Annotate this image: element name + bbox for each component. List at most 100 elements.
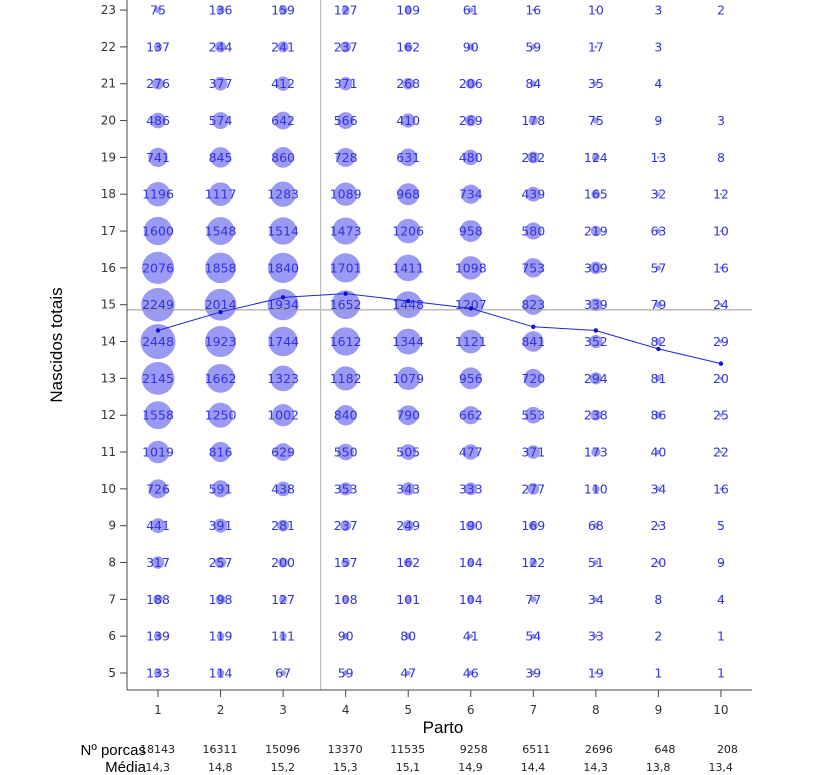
bubble (531, 670, 536, 676)
bubble (589, 334, 603, 349)
bubble (528, 115, 539, 126)
bubble-count-label: 157 (334, 555, 358, 570)
bubble (141, 361, 175, 395)
bubble-count-label: 119 (209, 629, 233, 644)
bubble-count-label: 1411 (392, 260, 424, 275)
bubble-count-label: 371 (334, 76, 358, 91)
bubble-count-label: 75 (150, 3, 166, 18)
bubble-count-label: 16 (525, 3, 541, 18)
bubble-count-label: 339 (584, 297, 608, 312)
bubble (530, 596, 537, 603)
bubble-count-label: 17 (588, 39, 604, 54)
bubble (336, 147, 356, 167)
bubble-count-label: 8 (717, 150, 725, 165)
bubble-count-label: 257 (209, 555, 233, 570)
bubble (208, 402, 234, 428)
bubble-count-label: 206 (459, 76, 483, 91)
bubble (405, 670, 411, 676)
y-tick-label: 12 (101, 408, 116, 422)
bubble (719, 487, 723, 491)
bubble-count-label: 114 (209, 666, 233, 681)
y-tick-label: 18 (101, 187, 116, 201)
bubble (720, 598, 722, 601)
bubble (341, 558, 351, 567)
bubble (401, 113, 416, 128)
bubble (267, 252, 299, 284)
bubble-count-label: 2 (717, 3, 725, 18)
x-tick-label: 10 (713, 703, 728, 717)
bubble (467, 43, 475, 51)
bubble (527, 151, 540, 164)
bubble (657, 9, 660, 11)
bubble (402, 520, 414, 532)
bubble (461, 184, 481, 204)
bubble-count-label: 343 (396, 481, 420, 496)
bubble-count-label: 68 (588, 518, 604, 533)
x-tick-label: 8 (592, 703, 600, 717)
y-tick-label: 13 (101, 371, 116, 385)
bubble (216, 669, 225, 677)
bubble (143, 216, 173, 246)
bubble (216, 632, 225, 641)
bubble (594, 671, 598, 675)
bubble-count-label: 34 (588, 592, 604, 607)
bubble (527, 482, 540, 495)
bubble-count-label: 1473 (330, 224, 362, 239)
bubble-count-label: 631 (396, 150, 420, 165)
mean-value: 14,3 (146, 761, 171, 774)
bubble-count-label: 741 (146, 150, 170, 165)
bubble-count-label: 25 (713, 408, 729, 423)
bubble (341, 595, 350, 604)
bubble (213, 518, 228, 533)
bubble (720, 524, 722, 527)
bubble (464, 482, 478, 496)
bubble-count-label: 24 (713, 297, 729, 312)
bubble (394, 291, 422, 319)
bubble (275, 76, 291, 91)
bubble (719, 192, 723, 196)
bubble-count-label: 54 (525, 629, 541, 644)
bubble (468, 670, 474, 676)
bubble (338, 76, 353, 91)
y-tick-label: 8 (108, 556, 116, 570)
bubble (720, 119, 722, 122)
bubble (403, 558, 413, 568)
bubble-count-label: 841 (521, 334, 545, 349)
mean-point (280, 295, 286, 300)
bubble (655, 411, 662, 419)
bubble-count-label: 816 (209, 445, 233, 460)
x-tick-label: 4 (342, 703, 350, 717)
bubble (205, 326, 237, 358)
y-tick-label: 15 (101, 298, 116, 312)
bubble-count-label: 441 (146, 518, 170, 533)
bubble (153, 42, 163, 52)
bubble-count-label: 109 (396, 3, 420, 18)
bubble (526, 445, 541, 459)
bubble-count-label: 139 (146, 629, 170, 644)
bubble-count-label: 840 (334, 408, 358, 423)
sows-count: 2696 (585, 743, 613, 756)
bubble (657, 83, 660, 85)
bubble-count-label: 629 (271, 445, 295, 460)
bubble-count-label: 591 (209, 481, 233, 496)
bubble (271, 403, 295, 427)
bubble-count-label: 188 (146, 592, 170, 607)
y-tick-label: 14 (101, 335, 116, 349)
bubble (593, 634, 598, 639)
bubble (656, 523, 661, 528)
bubble (657, 598, 660, 601)
bubble-count-label: 1098 (455, 260, 487, 275)
mean-point (155, 328, 161, 333)
bubble (523, 331, 544, 352)
bubble (529, 558, 538, 567)
y-tick-label: 22 (101, 40, 116, 54)
bubble-count-label: 276 (146, 76, 170, 91)
bubble (657, 46, 660, 48)
bubble (396, 366, 420, 390)
mean-point (593, 328, 599, 333)
bubble (146, 440, 170, 464)
bubble-count-label: 80 (400, 629, 416, 644)
mean-point (468, 306, 473, 311)
bubble-count-label: 3 (654, 3, 662, 18)
bubble (465, 520, 476, 531)
